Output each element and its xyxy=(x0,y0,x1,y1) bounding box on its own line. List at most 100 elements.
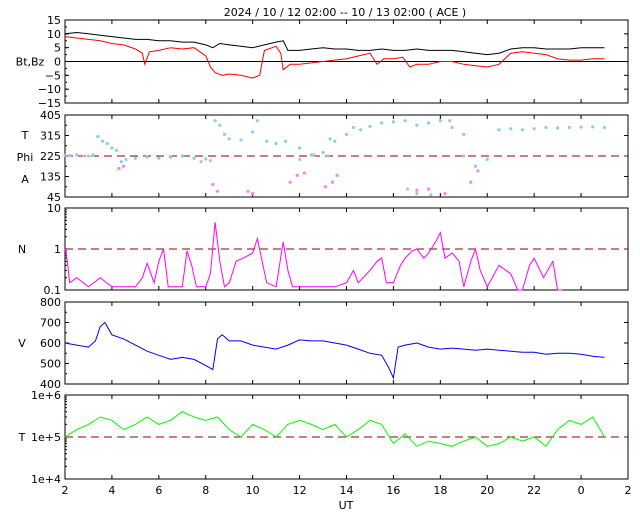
x-tick-label: 22 xyxy=(527,484,541,497)
series-line-temperature-0 xyxy=(64,411,605,448)
y-axis-label-mag: Bt,Bz xyxy=(16,56,45,69)
data-point-phi-1 xyxy=(330,180,335,184)
y-axis-label-phi: Phi xyxy=(17,151,34,164)
data-point-phi-0 xyxy=(368,124,372,128)
x-tick-label: 6 xyxy=(155,484,162,497)
data-point-phi-1 xyxy=(335,173,339,177)
y-axis-label-density: N xyxy=(18,243,26,256)
y-tick-label-temperature: 1e+4 xyxy=(31,473,61,486)
data-point-phi-0 xyxy=(251,130,255,134)
data-point-phi-0 xyxy=(333,139,337,143)
panel-phi: 45 135 225 315 405 T Phi A xyxy=(17,109,629,204)
x-axis-label: UT xyxy=(339,499,354,512)
y-tick-label-mag: 10 xyxy=(47,28,61,41)
data-point-phi-2 xyxy=(429,193,433,197)
data-point-phi-2 xyxy=(297,157,302,162)
y-tick-label-phi: 45 xyxy=(47,191,61,204)
data-point-phi-0 xyxy=(297,146,302,150)
data-point-phi-0 xyxy=(602,125,607,130)
chart-title: 2024 / 10 / 12 02:00 -- 10 / 13 02:00 ( … xyxy=(224,6,466,19)
y-tick-label-density: 10 xyxy=(47,202,61,215)
data-point-phi-0 xyxy=(497,128,501,132)
data-point-phi-0 xyxy=(274,141,278,146)
data-point-phi-0 xyxy=(358,128,363,132)
y-tick-label-mag: −15 xyxy=(38,97,61,110)
data-point-phi-0 xyxy=(427,121,431,125)
data-point-phi-0 xyxy=(96,135,100,139)
data-point-phi-2 xyxy=(82,154,86,158)
y-tick-label-temperature: 1e+6 xyxy=(31,389,61,402)
y-tick-label-mag: 0 xyxy=(54,56,61,69)
x-tick-label: 2 xyxy=(625,484,632,497)
data-point-phi-0 xyxy=(438,119,442,123)
x-tick-label: 14 xyxy=(340,484,354,497)
series-line-density-0 xyxy=(64,222,563,291)
x-tick-label: 2 xyxy=(62,484,69,497)
data-point-phi-0 xyxy=(180,154,184,158)
y-tick-label-speed: 700 xyxy=(40,317,61,330)
data-point-phi-1 xyxy=(246,189,250,193)
data-point-phi-0 xyxy=(86,154,91,158)
data-point-phi-0 xyxy=(222,132,227,136)
x-tick-label: 20 xyxy=(480,484,494,497)
data-point-phi-2 xyxy=(208,158,213,163)
data-point-phi-0 xyxy=(309,153,313,157)
data-point-phi-2 xyxy=(462,154,466,158)
x-tick-label: 12 xyxy=(293,484,307,497)
data-point-phi-1 xyxy=(211,182,215,187)
data-point-phi-1 xyxy=(288,180,292,184)
data-point-phi-1 xyxy=(302,171,306,175)
data-point-phi-0 xyxy=(591,125,595,129)
y-tick-label-mag: −10 xyxy=(38,83,61,96)
y-tick-label-speed: 500 xyxy=(40,358,61,371)
data-point-phi-0 xyxy=(567,125,571,130)
panel-frame-speed xyxy=(64,301,629,385)
data-point-phi-0 xyxy=(115,148,119,152)
data-point-phi-0 xyxy=(255,119,259,123)
data-point-phi-0 xyxy=(462,132,466,136)
y-axis-label-temperature: T xyxy=(18,431,26,444)
x-tick-label: 8 xyxy=(202,484,209,497)
y-tick-label-phi: 135 xyxy=(40,171,61,184)
data-point-phi-0 xyxy=(192,156,196,160)
data-point-phi-0 xyxy=(473,164,478,168)
data-point-phi-0 xyxy=(520,128,525,132)
data-point-phi-2 xyxy=(312,153,316,157)
data-point-phi-0 xyxy=(532,127,536,131)
y-tick-label-speed: 600 xyxy=(40,337,61,350)
y-tick-label-density: 1 xyxy=(54,243,61,256)
data-point-phi-0 xyxy=(91,153,95,157)
data-point-phi-2 xyxy=(415,191,419,196)
data-point-phi-0 xyxy=(544,125,548,130)
data-point-phi-2 xyxy=(405,187,410,191)
data-point-phi-1 xyxy=(443,191,447,196)
data-point-phi-0 xyxy=(579,125,583,129)
x-tick-label: 18 xyxy=(433,484,447,497)
x-tick-label: 4 xyxy=(108,484,115,497)
data-point-phi-1 xyxy=(323,185,327,189)
data-point-phi-0 xyxy=(218,123,222,127)
series-line-mag-1 xyxy=(64,36,605,79)
y-tick-label-density: 0.1 xyxy=(44,284,62,297)
y-tick-label-mag: −5 xyxy=(45,69,61,82)
data-point-phi-0 xyxy=(265,139,269,143)
panel-speed: 400 500 600 700 800 V xyxy=(18,296,629,391)
data-point-phi-0 xyxy=(157,156,161,160)
y-tick-label-temperature: 1e+5 xyxy=(31,431,61,444)
x-tick-label: 0 xyxy=(578,484,585,497)
data-point-phi-0 xyxy=(119,160,123,164)
y-tick-label-speed: 800 xyxy=(40,296,61,309)
y-tick-label-phi: 405 xyxy=(40,109,61,122)
data-point-phi-0 xyxy=(133,156,137,160)
data-point-phi-0 xyxy=(450,125,454,130)
y-axis-label-phi: A xyxy=(21,173,29,186)
data-point-phi-0 xyxy=(100,139,105,143)
series-line-speed-0 xyxy=(64,321,605,380)
data-point-phi-2 xyxy=(326,154,330,158)
data-point-phi-0 xyxy=(403,119,407,123)
data-point-phi-0 xyxy=(485,157,489,162)
data-point-phi-0 xyxy=(351,125,356,130)
x-tick-label: 16 xyxy=(386,484,400,497)
panels: −15−10−5051015Bt,Bz45135225315405TPhiA0.… xyxy=(16,14,632,497)
panel-density: 0.1 1 10 N xyxy=(18,202,629,297)
